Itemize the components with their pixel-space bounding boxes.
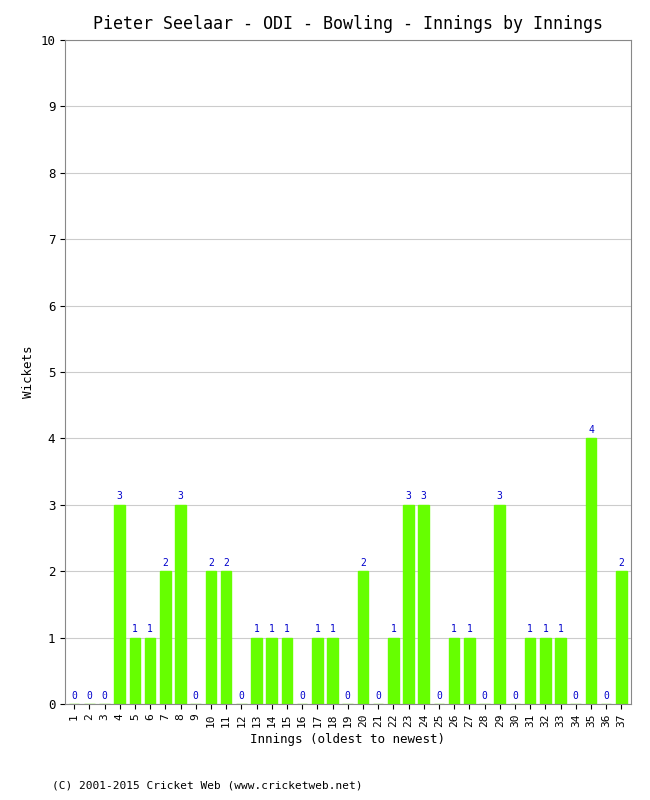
Bar xyxy=(525,638,536,704)
Text: 0: 0 xyxy=(86,690,92,701)
Bar xyxy=(403,505,414,704)
Bar xyxy=(145,638,155,704)
Text: 0: 0 xyxy=(512,690,518,701)
Text: 0: 0 xyxy=(436,690,442,701)
Bar xyxy=(586,438,596,704)
Text: 0: 0 xyxy=(375,690,381,701)
Text: 1: 1 xyxy=(543,624,549,634)
Text: 0: 0 xyxy=(239,690,244,701)
Bar xyxy=(114,505,125,704)
Text: 0: 0 xyxy=(603,690,609,701)
Text: 4: 4 xyxy=(588,425,594,435)
Text: 2: 2 xyxy=(162,558,168,568)
Text: 0: 0 xyxy=(101,690,107,701)
Bar xyxy=(540,638,551,704)
X-axis label: Innings (oldest to newest): Innings (oldest to newest) xyxy=(250,733,445,746)
Text: 3: 3 xyxy=(177,491,183,502)
Title: Pieter Seelaar - ODI - Bowling - Innings by Innings: Pieter Seelaar - ODI - Bowling - Innings… xyxy=(93,15,603,33)
Text: (C) 2001-2015 Cricket Web (www.cricketweb.net): (C) 2001-2015 Cricket Web (www.cricketwe… xyxy=(52,781,363,790)
Bar xyxy=(160,571,171,704)
Text: 2: 2 xyxy=(208,558,214,568)
Bar xyxy=(464,638,474,704)
Text: 1: 1 xyxy=(147,624,153,634)
Bar xyxy=(449,638,460,704)
Text: 3: 3 xyxy=(421,491,426,502)
Bar xyxy=(205,571,216,704)
Text: 3: 3 xyxy=(117,491,123,502)
Text: 1: 1 xyxy=(284,624,290,634)
Bar xyxy=(129,638,140,704)
Text: 1: 1 xyxy=(527,624,533,634)
Text: 1: 1 xyxy=(467,624,473,634)
Text: 1: 1 xyxy=(330,624,335,634)
Bar xyxy=(495,505,505,704)
Text: 2: 2 xyxy=(223,558,229,568)
Bar xyxy=(388,638,398,704)
Bar xyxy=(266,638,277,704)
Bar xyxy=(616,571,627,704)
Text: 0: 0 xyxy=(299,690,305,701)
Text: 1: 1 xyxy=(558,624,564,634)
Text: 1: 1 xyxy=(451,624,457,634)
Text: 0: 0 xyxy=(482,690,488,701)
Text: 0: 0 xyxy=(573,690,578,701)
Bar xyxy=(281,638,292,704)
Text: 1: 1 xyxy=(269,624,275,634)
Bar xyxy=(221,571,231,704)
Text: 2: 2 xyxy=(360,558,366,568)
Y-axis label: Wickets: Wickets xyxy=(21,346,34,398)
Bar xyxy=(358,571,369,704)
Text: 1: 1 xyxy=(254,624,259,634)
Bar xyxy=(419,505,429,704)
Bar xyxy=(555,638,566,704)
Text: 1: 1 xyxy=(315,624,320,634)
Text: 1: 1 xyxy=(132,624,138,634)
Bar xyxy=(312,638,322,704)
Text: 3: 3 xyxy=(406,491,411,502)
Text: 2: 2 xyxy=(618,558,624,568)
Text: 3: 3 xyxy=(497,491,502,502)
Bar xyxy=(251,638,262,704)
Text: 0: 0 xyxy=(344,690,351,701)
Bar xyxy=(327,638,338,704)
Bar xyxy=(176,505,186,704)
Text: 0: 0 xyxy=(193,690,199,701)
Text: 0: 0 xyxy=(72,690,77,701)
Text: 1: 1 xyxy=(391,624,396,634)
